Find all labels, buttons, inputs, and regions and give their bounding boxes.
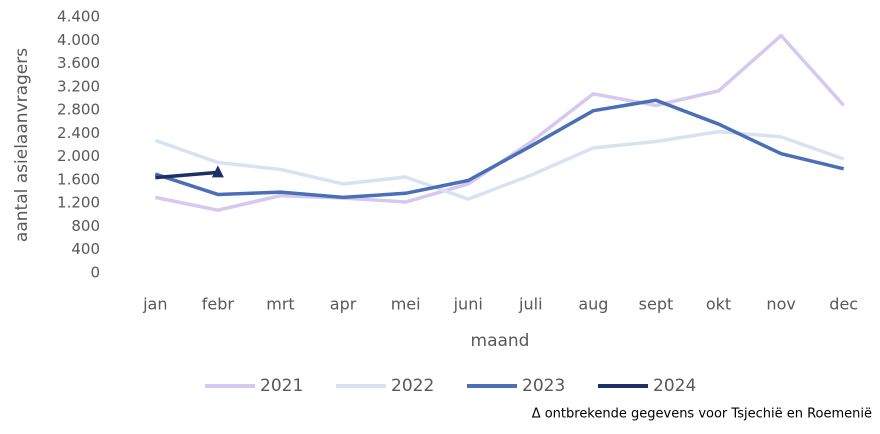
y-tick-label: 4.400 [57, 8, 100, 26]
legend-label: 2023 [522, 376, 565, 396]
series-line [154, 129, 845, 201]
y-tick-label: 4.000 [57, 31, 100, 49]
data-marker [211, 165, 224, 178]
x-tick-label: aug [578, 295, 608, 314]
annotation: Δ ontbrekende gegevens voor Tsjechië en … [532, 407, 872, 422]
series-line [155, 170, 219, 180]
x-tick-label: okt [706, 295, 731, 314]
y-tick-label: 3.200 [57, 77, 100, 95]
x-tick-label: juli [518, 295, 542, 314]
y-tick-label: 2.400 [57, 124, 100, 142]
x-tick-label: juni [453, 295, 483, 314]
x-tick-label: jan [142, 295, 167, 314]
y-axis-label: aantal asielaanvragers [12, 48, 32, 242]
y-tick-label: 1.600 [57, 170, 100, 188]
y-tick-label: 2.800 [57, 101, 100, 119]
y-tick-label: 800 [71, 217, 100, 235]
y-tick-label: 400 [71, 240, 100, 258]
x-tick-label: apr [330, 295, 357, 314]
legend-label: 2024 [653, 376, 696, 396]
series-line [154, 33, 846, 212]
x-tick-label: febr [202, 295, 235, 314]
series-line [154, 98, 845, 200]
y-tick-label: 3.600 [57, 54, 100, 72]
y-tick-label: 0 [90, 264, 100, 282]
legend-label: 2021 [260, 376, 303, 396]
y-tick-label: 2.000 [57, 147, 100, 165]
x-tick-label: mei [391, 295, 421, 314]
y-tick-label: 1.200 [57, 194, 100, 212]
x-tick-label: mrt [266, 295, 294, 314]
x-tick-label: sept [639, 295, 674, 314]
x-tick-label: dec [829, 295, 858, 314]
legend-label: 2022 [391, 376, 434, 396]
x-tick-label: nov [766, 295, 795, 314]
x-axis-label: maand [471, 331, 530, 351]
